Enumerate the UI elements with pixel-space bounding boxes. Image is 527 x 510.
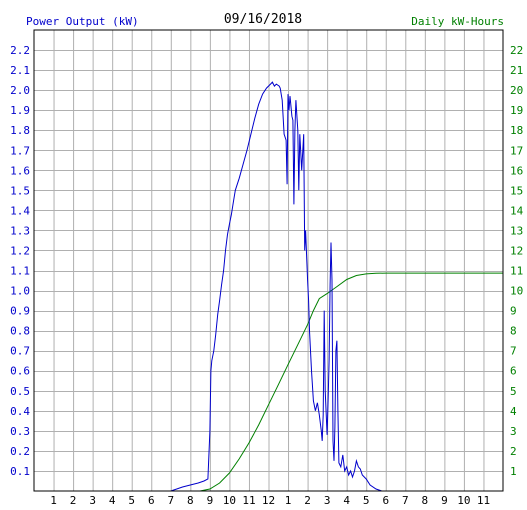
y-right-tick-label: 11 xyxy=(510,265,523,278)
chart-title: 09/16/2018 xyxy=(224,12,302,27)
y-right-tick-label: 4 xyxy=(510,405,517,418)
x-tick-label: 11 xyxy=(477,494,490,507)
y-left-tick-label: 1.3 xyxy=(10,224,30,237)
y-right-tick-label: 18 xyxy=(510,124,523,137)
x-tick-label: 8 xyxy=(187,494,194,507)
y-left-tick-label: 1.9 xyxy=(10,104,30,117)
y-right-tick-label: 2 xyxy=(510,445,517,458)
x-tick-label: 6 xyxy=(382,494,389,507)
y-right-tick-label: 12 xyxy=(510,244,523,257)
y-right-tick-label: 7 xyxy=(510,345,517,358)
x-tick-label: 1 xyxy=(50,494,57,507)
y-right-tick-label: 15 xyxy=(510,184,523,197)
y-left-tick-label: 0.1 xyxy=(10,465,30,478)
y-right-tick-label: 17 xyxy=(510,144,523,157)
daily-kwh-series-line xyxy=(34,272,503,492)
x-tick-label: 3 xyxy=(324,494,331,507)
y-right-tick-label: 10 xyxy=(510,285,523,298)
y-left-tick-label: 1.8 xyxy=(10,124,30,137)
power-output-series-line xyxy=(34,81,503,492)
y-left-axis-label: Power Output (kW) xyxy=(26,15,139,28)
y-left-tick-label: 0.3 xyxy=(10,425,30,438)
y-right-tick-label: 13 xyxy=(510,224,523,237)
y-left-tick-label: 1.6 xyxy=(10,164,30,177)
x-tick-label: 9 xyxy=(207,494,214,507)
x-tick-label: 5 xyxy=(363,494,370,507)
y-right-tick-label: 5 xyxy=(510,385,517,398)
grid-lines xyxy=(34,30,503,491)
y-left-tick-label: 0.2 xyxy=(10,445,30,458)
y-left-tick-label: 0.4 xyxy=(10,405,30,418)
y-left-tick-label: 0.5 xyxy=(10,385,30,398)
x-tick-label: 11 xyxy=(242,494,255,507)
y-left-tick-label: 1.0 xyxy=(10,285,30,298)
y-right-tick-label: 6 xyxy=(510,365,517,378)
y-left-tick-label: 1.1 xyxy=(10,265,30,278)
x-tick-label: 4 xyxy=(109,494,116,507)
y-right-tick-label: 16 xyxy=(510,164,523,177)
y-left-tick-label: 1.7 xyxy=(10,144,30,157)
y-right-tick-label: 1 xyxy=(510,465,517,478)
x-tick-label: 12 xyxy=(262,494,275,507)
x-tick-label: 5 xyxy=(128,494,135,507)
y-left-tick-label: 1.5 xyxy=(10,184,30,197)
x-tick-label: 9 xyxy=(441,494,448,507)
y-right-tick-label: 8 xyxy=(510,325,517,338)
y-right-tick-label: 3 xyxy=(510,425,517,438)
y-right-tick-label: 9 xyxy=(510,305,517,318)
x-tick-label: 2 xyxy=(304,494,311,507)
y-right-tick-label: 14 xyxy=(510,204,524,217)
x-tick-label: 6 xyxy=(148,494,155,507)
x-tick-label: 10 xyxy=(457,494,470,507)
y-right-axis-label: Daily kW-Hours xyxy=(411,15,504,28)
y-left-tick-label: 2.0 xyxy=(10,84,30,97)
y-left-tick-label: 2.1 xyxy=(10,64,30,77)
y-left-tick-label: 0.8 xyxy=(10,325,30,338)
y-left-tick-label: 2.2 xyxy=(10,44,30,57)
y-left-tick-labels: 0.1 0.2 0.3 0.4 0.5 0.6 0.7 0.8 0.9 1.0 1.1 1.2 1.3 1… xyxy=(10,44,30,478)
x-tick-label: 7 xyxy=(402,494,409,507)
x-tick-label: 1 xyxy=(285,494,292,507)
x-tick-label: 3 xyxy=(89,494,96,507)
y-right-tick-label: 21 xyxy=(510,64,523,77)
x-tick-label: 7 xyxy=(167,494,174,507)
x-tick-label: 8 xyxy=(422,494,429,507)
y-left-tick-label: 0.9 xyxy=(10,305,30,318)
y-left-tick-label: 1.2 xyxy=(10,244,30,257)
x-tick-label: 10 xyxy=(223,494,236,507)
x-tick-labels: 1 2 3 4 5 6 7 8 9 10 11 12 1 2 3 4 5 6 7 8 9 10 11 xyxy=(50,494,490,507)
y-left-tick-label: 0.7 xyxy=(10,345,30,358)
plot-border xyxy=(33,29,504,492)
y-right-tick-label: 20 xyxy=(510,84,523,97)
y-left-tick-label: 1.4 xyxy=(10,204,30,217)
x-tick-label: 2 xyxy=(70,494,77,507)
x-tick-label: 4 xyxy=(343,494,350,507)
y-left-tick-label: 0.6 xyxy=(10,365,30,378)
y-right-tick-label: 19 xyxy=(510,104,523,117)
y-right-tick-label: 22 xyxy=(510,44,523,57)
